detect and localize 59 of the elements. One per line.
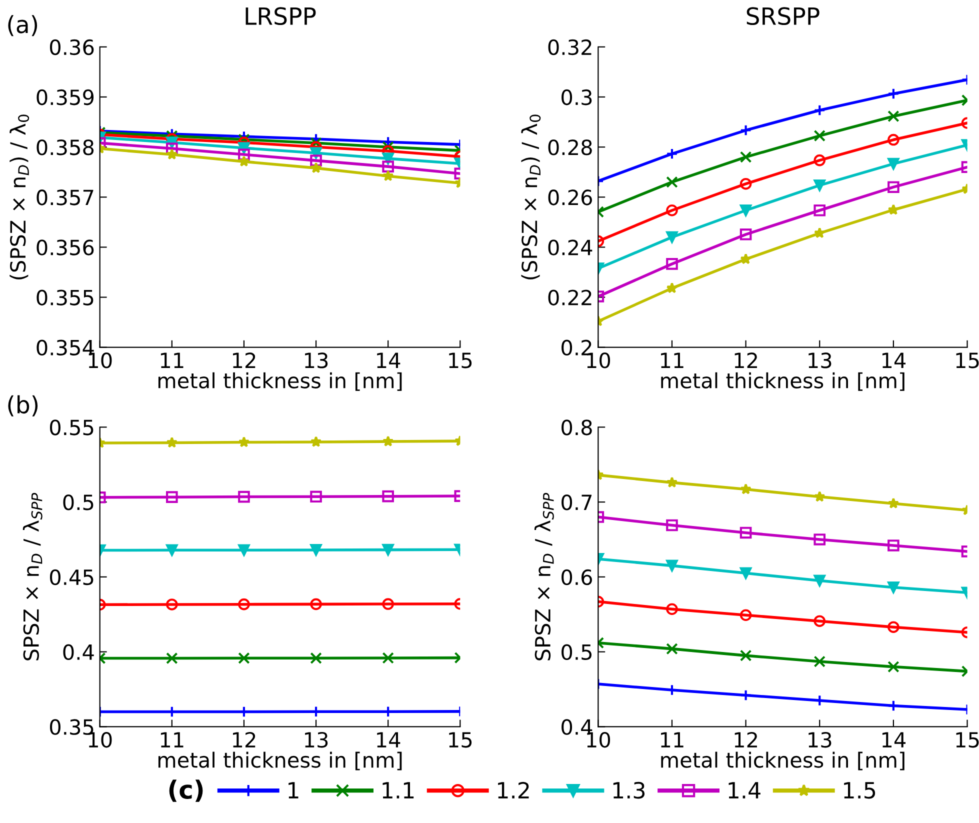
legend-label: 1.2 xyxy=(498,782,529,798)
y-tick-label: 0.4 xyxy=(63,644,94,660)
x-axis-title: metal thickness in [nm] xyxy=(661,372,904,391)
y-tick-label: 0.22 xyxy=(548,290,592,306)
y-tick-label: 0.3 xyxy=(562,89,592,106)
x-tick-label: 12 xyxy=(734,732,757,748)
x-tick-label: 14 xyxy=(882,352,906,368)
y-tick-label: 0.357 xyxy=(36,190,94,206)
x-tick-label: 14 xyxy=(882,732,906,748)
x-axis-title: metal thickness in [nm] xyxy=(158,752,402,770)
x-tick-label: 15 xyxy=(449,352,472,368)
x-tick-label: 14 xyxy=(377,352,400,368)
y-axis-title: (SPSZ × n$_{D}$) / λ$_{0}$ xyxy=(521,114,541,280)
legend-label: 1.5 xyxy=(844,782,876,799)
y-tick-label: 0.26 xyxy=(548,190,592,206)
y-tick-label: 0.5 xyxy=(562,644,592,660)
y-tick-label: 0.6 xyxy=(562,569,592,586)
y-tick-label: 0.28 xyxy=(548,139,592,156)
y-tick-label: 0.358 xyxy=(36,139,94,156)
x-tick-label: 14 xyxy=(377,732,400,748)
y-tick-label: 0.7 xyxy=(562,494,592,510)
x-tick-label: 15 xyxy=(449,732,472,748)
legend-label: 1 xyxy=(288,782,298,798)
x-axis-title: metal thickness in [nm] xyxy=(158,372,402,391)
y-tick-label: 0.5 xyxy=(63,494,94,510)
x-tick-label: 13 xyxy=(305,732,328,748)
y-tick-label: 0.55 xyxy=(50,420,94,436)
y-axis-title: SPSZ × n$_{D}$ / λ$_{SPP}$ xyxy=(22,492,42,660)
x-tick-label: 11 xyxy=(661,352,684,368)
y-tick-label: 0.8 xyxy=(562,420,592,436)
legend-label: 1.3 xyxy=(613,782,645,799)
legend-label: 1.4 xyxy=(728,782,760,798)
y-tick-label: 0.45 xyxy=(50,569,94,586)
y-tick-label: 0.359 xyxy=(36,89,94,106)
text: (b) xyxy=(8,395,38,416)
x-tick-label: 13 xyxy=(305,352,328,368)
x-tick-label: 12 xyxy=(233,732,256,748)
x-axis-title: metal thickness in [nm] xyxy=(661,752,904,770)
legend-title: (c) xyxy=(169,780,203,802)
chart-title: LRSPP xyxy=(246,7,316,26)
x-tick-label: 15 xyxy=(956,352,979,368)
x-tick-label: 13 xyxy=(808,352,832,368)
x-tick-label: 15 xyxy=(956,732,979,748)
y-tick-label: 0.36 xyxy=(50,39,94,56)
x-tick-label: 11 xyxy=(160,732,184,748)
y-axis-title: (SPSZ × n$_{D}$) / λ$_{0}$ xyxy=(10,114,30,280)
y-tick-label: 0.356 xyxy=(36,240,94,256)
y-tick-label: 0.32 xyxy=(548,39,592,56)
x-tick-label: 12 xyxy=(734,352,757,368)
x-tick-label: 11 xyxy=(661,732,684,748)
x-tick-label: 13 xyxy=(808,732,832,748)
legend-label: 1.1 xyxy=(382,782,414,798)
x-tick-label: 12 xyxy=(233,352,256,368)
y-axis-title: SPSZ × n$_{D}$ / λ$_{SPP}$ xyxy=(534,492,554,660)
y-tick-label: 0.355 xyxy=(36,290,94,306)
x-tick-label: 11 xyxy=(160,352,184,368)
y-tick-label: 0.24 xyxy=(548,240,592,256)
text: (a) xyxy=(8,15,38,36)
chart-title: SRSPP xyxy=(746,7,820,26)
